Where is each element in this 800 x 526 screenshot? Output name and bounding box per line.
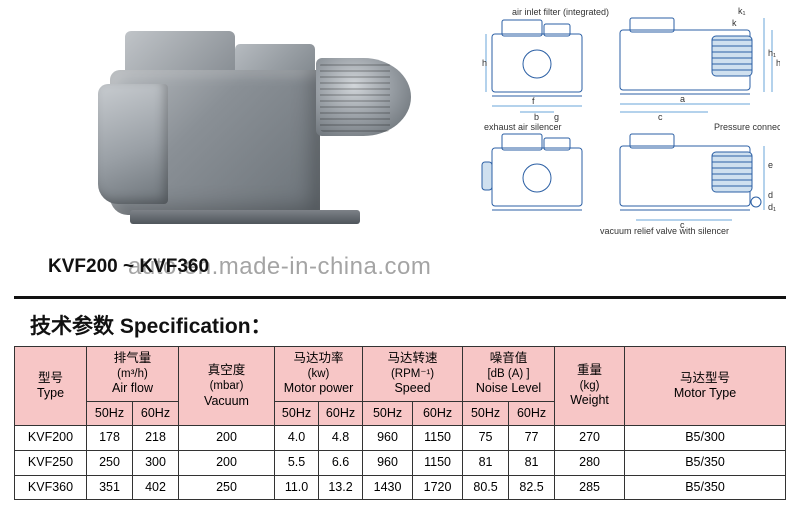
cell: 200 [179, 450, 275, 475]
cell: 81 [463, 450, 509, 475]
cell: 77 [509, 426, 555, 451]
svg-text:a: a [680, 94, 685, 104]
cell: 82.5 [509, 475, 555, 500]
pump-base [130, 210, 360, 224]
label-exhaust-silencer: exhaust air silencer [484, 122, 562, 132]
cell: 4.0 [275, 426, 319, 451]
cell: 250 [179, 475, 275, 500]
cell: 1430 [363, 475, 413, 500]
cell: 1720 [413, 475, 463, 500]
technical-drawings: air inlet filter (integrated) f b g h [480, 6, 780, 238]
th-af-50: 50Hz [87, 401, 133, 426]
cell: 960 [363, 426, 413, 451]
cell: 11.0 [275, 475, 319, 500]
cell: B5/350 [625, 475, 786, 500]
cell: 285 [555, 475, 625, 500]
th-motor-power: 马达功率 (kw) Motor power [275, 347, 363, 402]
cell-type: KVF360 [15, 475, 87, 500]
th-airflow: 排气量 (m³/h) Air flow [87, 347, 179, 402]
svg-text:h: h [482, 58, 487, 68]
cell: 75 [463, 426, 509, 451]
svg-text:b: b [534, 112, 539, 122]
label-pressure-connection: Pressure connection [714, 122, 780, 132]
cell: 300 [133, 450, 179, 475]
cell: 5.5 [275, 450, 319, 475]
cell: 6.6 [319, 450, 363, 475]
svg-text:g: g [554, 112, 559, 122]
svg-text:k₁: k₁ [738, 6, 746, 16]
cell: 960 [363, 450, 413, 475]
cell: 351 [87, 475, 133, 500]
cell: 200 [179, 426, 275, 451]
cell: 280 [555, 450, 625, 475]
cell: 218 [133, 426, 179, 451]
svg-text:f: f [532, 96, 535, 106]
cell: 178 [87, 426, 133, 451]
th-mp-50: 50Hz [275, 401, 319, 426]
spec-heading-en: Specification： [120, 315, 272, 338]
cell: 1150 [413, 426, 463, 451]
pump-render [70, 10, 420, 235]
svg-text:h₂: h₂ [776, 58, 780, 68]
table-row: KVF360 351 402 250 11.0 13.2 1430 1720 8… [15, 475, 786, 500]
th-mp-60: 60Hz [319, 401, 363, 426]
model-title: KVF200 ~ KVF360 [48, 256, 209, 278]
cell: B5/350 [625, 450, 786, 475]
cell: 80.5 [463, 475, 509, 500]
svg-text:h₁: h₁ [768, 48, 776, 58]
cell-type: KVF200 [15, 426, 87, 451]
svg-text:c: c [680, 220, 685, 230]
th-sp-60: 60Hz [413, 401, 463, 426]
cell: 250 [87, 450, 133, 475]
label-vacuum-relief: vacuum relief valve with silencer [600, 226, 729, 236]
svg-text:c: c [658, 112, 663, 122]
th-speed: 马达转速 (RPM⁻¹) Speed [363, 347, 463, 402]
th-motor-type: 马达型号 Motor Type [625, 347, 786, 426]
cell: 81 [509, 450, 555, 475]
svg-text:e: e [768, 160, 773, 170]
th-noise: 噪音值 [dB (A) ] Noise Level [463, 347, 555, 402]
th-nl-50: 50Hz [463, 401, 509, 426]
th-weight: 重量 (kg) Weight [555, 347, 625, 426]
table-row: KVF200 178 218 200 4.0 4.8 960 1150 75 7… [15, 426, 786, 451]
specification-heading: 技术参数 Specification： [30, 310, 272, 340]
cell-type: KVF250 [15, 450, 87, 475]
svg-text:d₁: d₁ [768, 202, 776, 212]
cell: 4.8 [319, 426, 363, 451]
th-type: 型号 Type [15, 347, 87, 426]
cell: 13.2 [319, 475, 363, 500]
table-body: KVF200 178 218 200 4.0 4.8 960 1150 75 7… [15, 426, 786, 500]
svg-text:d: d [768, 190, 773, 200]
th-sp-50: 50Hz [363, 401, 413, 426]
cell: 402 [133, 475, 179, 500]
cell: 270 [555, 426, 625, 451]
svg-text:k: k [732, 18, 737, 28]
cell: B5/300 [625, 426, 786, 451]
th-vacuum: 真空度(mbar) Vacuum [179, 347, 275, 426]
cell: 1150 [413, 450, 463, 475]
table-row: KVF250 250 300 200 5.5 6.6 960 1150 81 8… [15, 450, 786, 475]
pump-front-panel [98, 84, 168, 204]
pump-motor [316, 58, 411, 136]
th-nl-60: 60Hz [509, 401, 555, 426]
label-air-inlet: air inlet filter (integrated) [512, 7, 609, 17]
th-af-60: 60Hz [133, 401, 179, 426]
spec-heading-cn: 技术参数 [30, 315, 114, 338]
specification-table: 型号 Type 排气量 (m³/h) Air flow 真空度(mbar) Va… [14, 346, 786, 500]
separator-line [14, 296, 786, 299]
top-area: air inlet filter (integrated) f b g h [0, 0, 800, 300]
